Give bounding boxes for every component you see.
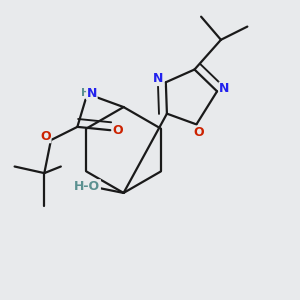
Text: N: N (219, 82, 230, 95)
Text: H: H (81, 88, 90, 98)
Text: H-O: H-O (74, 180, 100, 193)
Text: O: O (194, 126, 204, 139)
Text: N: N (87, 87, 97, 100)
Text: O: O (112, 124, 123, 137)
Text: O: O (40, 130, 51, 142)
Text: N: N (153, 73, 164, 85)
